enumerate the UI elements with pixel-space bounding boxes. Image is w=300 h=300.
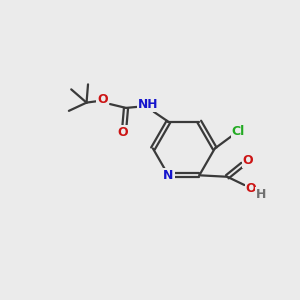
Text: H: H — [256, 188, 267, 201]
Text: N: N — [163, 169, 174, 182]
Text: O: O — [245, 182, 256, 195]
Text: Cl: Cl — [232, 125, 245, 138]
Text: O: O — [97, 93, 108, 106]
Text: O: O — [118, 126, 128, 139]
Text: NH: NH — [137, 98, 158, 111]
Text: O: O — [243, 154, 253, 167]
